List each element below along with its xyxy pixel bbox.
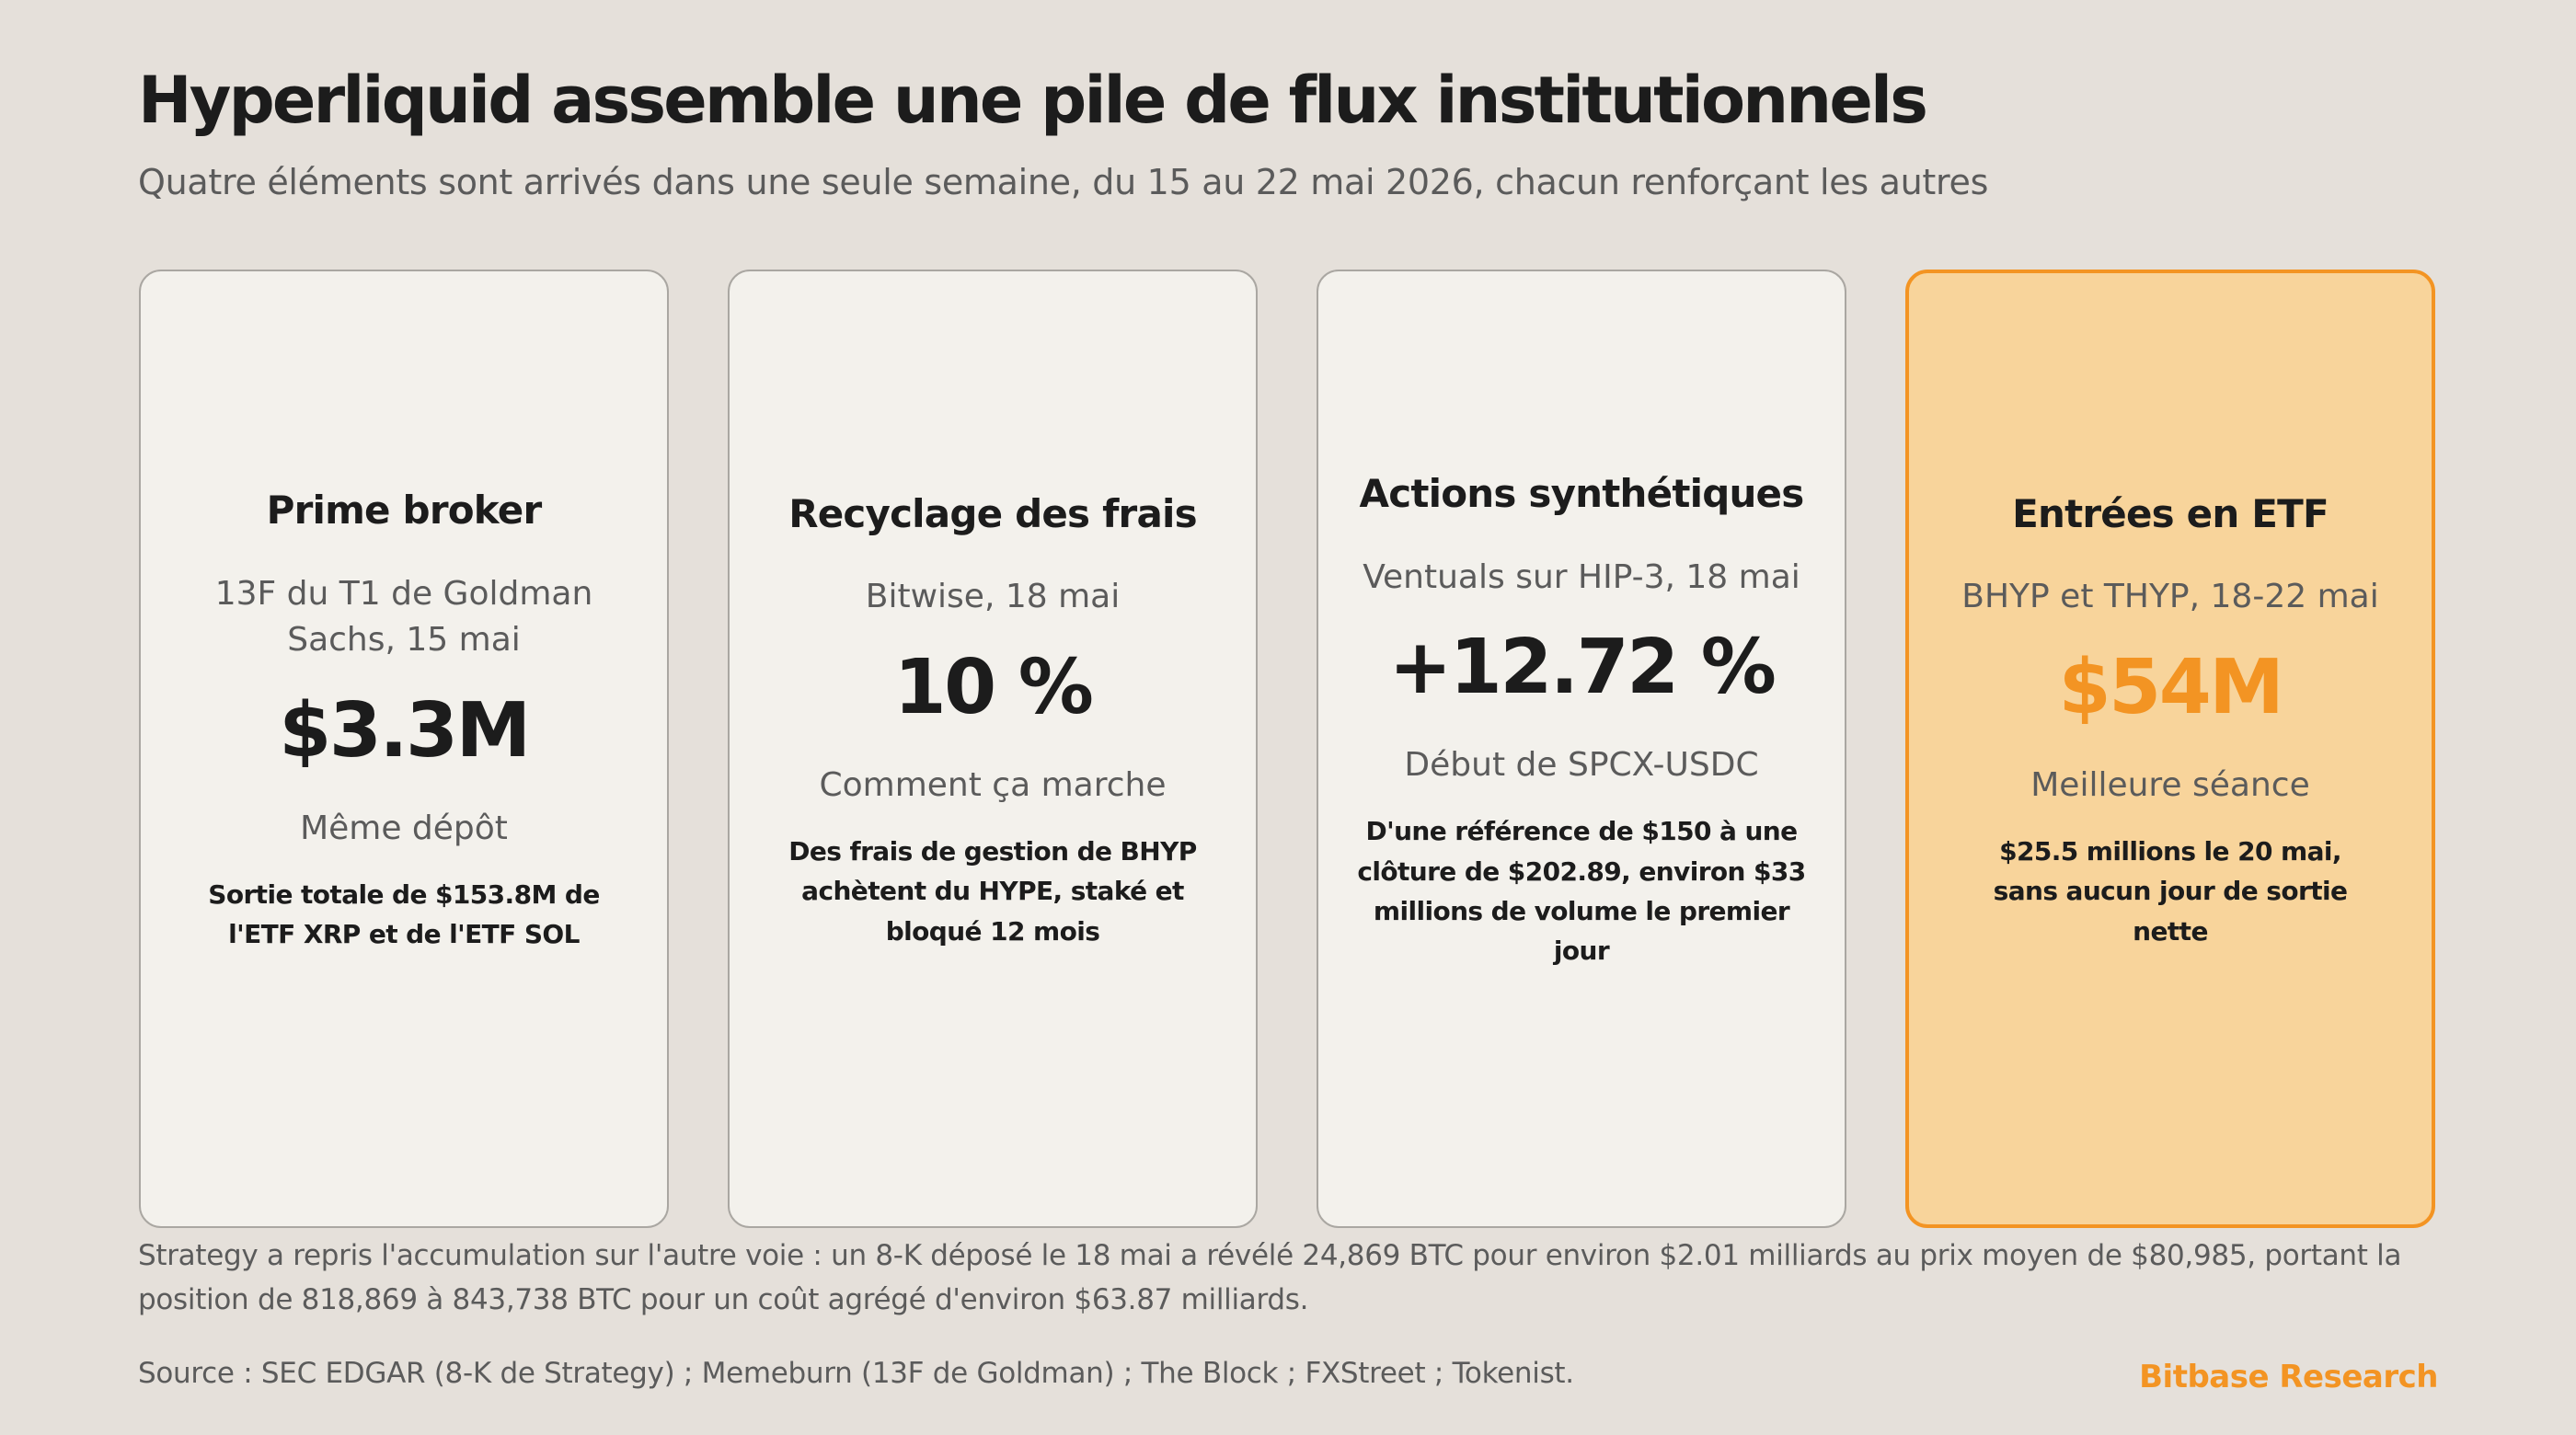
card-title: Prime broker [266,488,543,534]
page-subtitle: Quatre éléments sont arrivés dans une se… [138,162,1989,202]
card-label: Meilleure séance [2030,766,2310,805]
card-etf-inflows: Entrées en ETF BHYP et THYP, 18-22 mai $… [1905,270,2435,1228]
card-description: Des frais de gestion de BHYP achètent du… [788,835,1197,947]
footer-note: Strategy a repris l'accumulation sur l'a… [138,1239,2402,1317]
card-synthetic-stocks: Actions synthétiques Ventuals sur HIP-3,… [1317,270,1846,1228]
card-meta: BHYP et THYP, 18-22 mai [1961,578,2379,616]
card-prime-broker: Prime broker 13F du T1 de Goldman Sachs,… [139,270,669,1228]
card-label: Comment ça marche [819,766,1167,805]
card-meta: Bitwise, 18 mai [865,578,1121,616]
card-fee-recycling: Recyclage des frais Bitwise, 18 mai 10 %… [728,270,1258,1228]
card-description: Sortie totale de $153.8M de l'ETF XRP et… [208,878,600,950]
card-description: $25.5 millions le 20 mai, sans aucun jou… [1993,835,2348,947]
card-value: $3.3M [279,686,531,775]
brand-logo: Bitbase Research [2139,1359,2438,1395]
card-description: D'une référence de $150 à une clôture de… [1357,816,1806,967]
page-title: Hyperliquid assemble une pile de flux in… [138,63,1928,138]
card-title: Actions synthétiques [1359,471,1805,517]
card-value: 10 % [893,643,1094,731]
card-title: Entrées en ETF [2012,490,2329,536]
card-value: +12.72 % [1388,624,1777,712]
source-citation: Source : SEC EDGAR (8-K de Strategy) ; M… [138,1357,1574,1390]
card-value: $54M [2058,643,2284,731]
card-meta: Ventuals sur HIP-3, 18 mai [1363,557,1800,596]
card-label: Début de SPCX-USDC [1404,746,1759,785]
card-title: Recyclage des frais [788,490,1197,536]
card-label: Même dépôt [300,809,508,847]
card-meta: 13F du T1 de Goldman Sachs, 15 mai [214,574,593,660]
